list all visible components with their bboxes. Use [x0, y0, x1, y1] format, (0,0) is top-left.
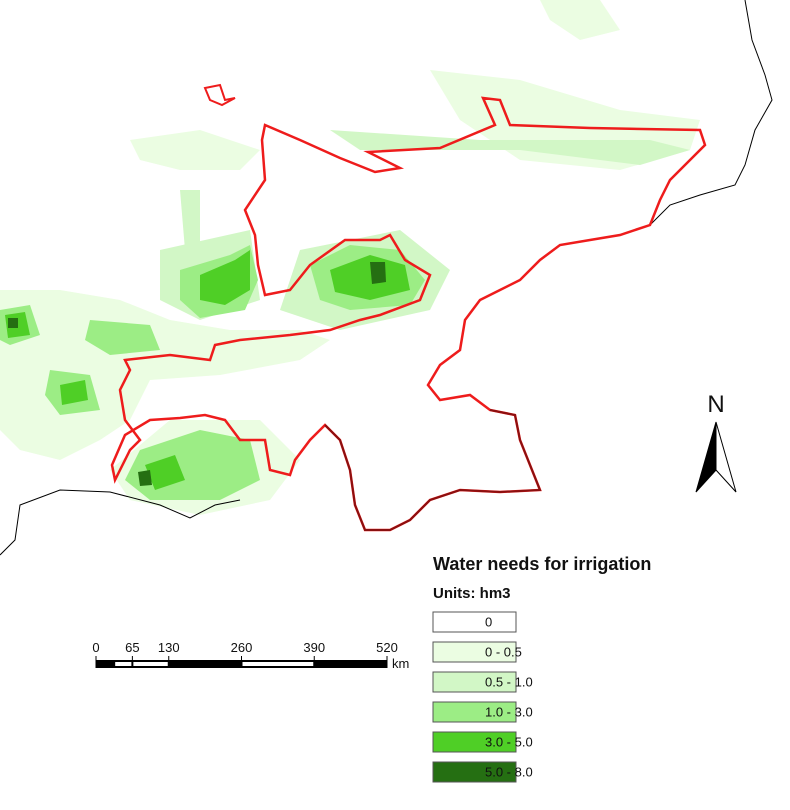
north-arrow-right: [715, 421, 737, 493]
legend-units: Units: hm3: [433, 585, 511, 602]
region-outline-dark: [324, 409, 542, 531]
north-arrow-left: [695, 421, 717, 493]
scale-label: 260: [231, 640, 253, 655]
legend-swatch: [432, 671, 517, 693]
scale-label: 390: [303, 640, 325, 655]
pale-patch: [0, 290, 330, 460]
legend-swatch: [432, 701, 517, 723]
country-border: [649, 0, 773, 226]
medium-patch: [85, 320, 160, 355]
pale-patch: [130, 130, 260, 170]
raster: [0, 0, 700, 515]
pale-patch: [540, 0, 620, 40]
dark-patch: [138, 470, 152, 486]
country-border: [0, 489, 241, 556]
legend-label: 5.0 - 8.0: [485, 764, 533, 779]
scale-white: [115, 662, 132, 666]
light-patch: [330, 130, 690, 165]
legend-swatch: [432, 611, 517, 633]
scale-white: [242, 662, 314, 666]
legend-label: 0.5 - 1.0: [485, 674, 533, 689]
scale-label: 65: [125, 640, 139, 655]
scale-unit: km: [392, 656, 409, 671]
legend-swatch: [432, 731, 517, 753]
legend-swatch: [432, 641, 517, 663]
legend-label: 3.0 - 5.0: [485, 734, 533, 749]
strong-patch: [330, 255, 410, 300]
legend-swatch: [432, 761, 517, 783]
legend-title: Water needs for irrigation: [433, 554, 651, 574]
north-label: N: [707, 391, 724, 418]
scale-label: 130: [158, 640, 180, 655]
boundaries: [0, 0, 773, 556]
dark-patch: [8, 318, 18, 328]
dark-patch: [370, 262, 386, 284]
scale-white: [133, 662, 168, 666]
legend-label: 1.0 - 3.0: [485, 704, 533, 719]
legend: Water needs for irrigation Units: hm3 0 0…: [432, 554, 651, 783]
north-arrow: N: [695, 391, 737, 493]
strong-patch: [60, 380, 88, 405]
strong-patch: [200, 250, 250, 305]
scale-label: 520: [376, 640, 398, 655]
scale-label: 0: [92, 640, 99, 655]
legend-label: 0 - 0.5: [485, 644, 522, 659]
light-patch: [180, 190, 200, 250]
strong-patch: [145, 455, 185, 490]
legend-label: 0: [485, 614, 492, 629]
region-enclave: [203, 83, 236, 107]
